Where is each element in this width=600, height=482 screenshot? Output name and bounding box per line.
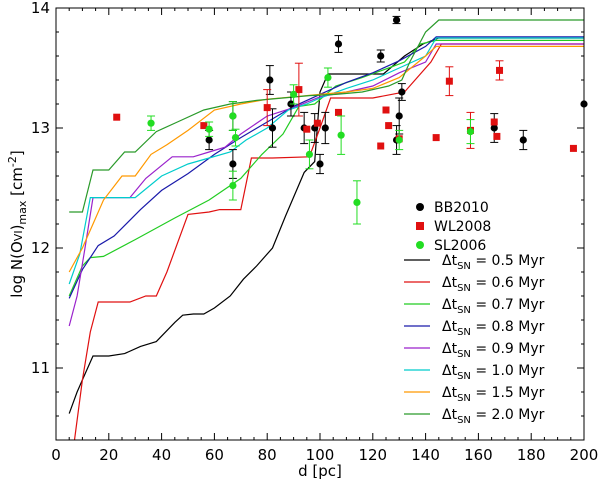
data-point [231, 134, 240, 142]
y-tick-label: 12 [31, 239, 50, 257]
legend-label: ΔtSN = 0.9 Myr [442, 341, 545, 360]
legend-label: ΔtSN = 0.7 Myr [442, 297, 545, 316]
data-point [569, 144, 577, 152]
data-point [490, 124, 498, 132]
data-point [147, 119, 155, 127]
model-line [68, 45, 584, 273]
x-tick-label: 60 [205, 446, 224, 464]
model-line [73, 43, 584, 441]
x-tick-label: 180 [517, 446, 546, 464]
data-point [313, 119, 321, 127]
legend-label: ΔtSN = 0.6 Myr [442, 275, 545, 294]
x-tick-label: 100 [306, 446, 335, 464]
x-tick-label: 20 [99, 446, 118, 464]
legend-label: ΔtSN = 2.0 Myr [442, 407, 545, 426]
data-point [321, 124, 329, 132]
line-series-layer [68, 19, 584, 441]
data-point [382, 106, 390, 114]
data-point [432, 134, 440, 142]
x-tick-label: 80 [258, 446, 277, 464]
model-line [68, 39, 584, 297]
data-point [229, 182, 237, 190]
data-point [334, 40, 343, 48]
data-point [229, 112, 237, 120]
data-point [519, 136, 527, 144]
data-point [334, 108, 342, 116]
x-tick-label: 120 [358, 446, 387, 464]
data-point [266, 76, 274, 84]
data-point [337, 131, 345, 139]
legend-marker [416, 203, 424, 211]
legend-marker [416, 222, 424, 230]
model-line [69, 19, 584, 213]
legend-label: ΔtSN = 0.5 Myr [442, 253, 545, 272]
data-point [490, 118, 498, 126]
legend-label: ΔtSN = 0.8 Myr [442, 319, 545, 338]
model-line [68, 37, 584, 285]
data-point [295, 86, 303, 94]
data-point [324, 74, 332, 82]
data-point [200, 122, 208, 130]
legend-label: WL2008 [434, 219, 491, 235]
data-point [268, 124, 277, 132]
legend-label: BB2010 [434, 200, 489, 216]
data-point [377, 142, 385, 150]
data-point [303, 125, 311, 133]
data-point [385, 122, 393, 130]
data-point [398, 88, 406, 96]
data-point [353, 198, 361, 206]
legend-label: ΔtSN = 1.0 Myr [442, 363, 545, 382]
x-tick-label: 40 [152, 446, 171, 464]
data-point [395, 136, 403, 144]
data-point [290, 90, 298, 98]
data-point [229, 160, 237, 168]
model-line [68, 36, 584, 299]
data-point [466, 128, 475, 136]
y-tick-label: 13 [31, 119, 50, 137]
data-point [263, 104, 271, 112]
legend-label: SL2006 [434, 238, 486, 254]
data-point [392, 16, 401, 24]
x-axis-title: d [pc] [298, 462, 342, 480]
data-point [205, 125, 213, 133]
y-tick-label: 14 [31, 0, 50, 17]
data-point [395, 112, 403, 120]
data-point [205, 136, 213, 144]
data-point [305, 150, 314, 158]
data-point [445, 77, 453, 85]
legend-label: ΔtSN = 1.5 Myr [442, 385, 545, 404]
scatter-layer [113, 15, 588, 225]
data-point [493, 132, 501, 140]
x-tick-label: 200 [570, 446, 599, 464]
x-tick-label: 0 [51, 446, 61, 464]
data-point [377, 52, 385, 60]
data-point [316, 160, 324, 168]
axes-ticks: 0 20 40 60 80 100 120 140 160 180 200 11 12 13 14 [31, 0, 598, 464]
legend-marker [416, 241, 424, 249]
x-tick-label: 160 [464, 446, 493, 464]
y-tick-label: 11 [31, 359, 50, 377]
y-axis-title: log N(OVI)max [cm-2] [6, 150, 29, 297]
x-tick-label: 140 [411, 446, 440, 464]
data-point [496, 66, 504, 74]
data-point [113, 113, 121, 121]
